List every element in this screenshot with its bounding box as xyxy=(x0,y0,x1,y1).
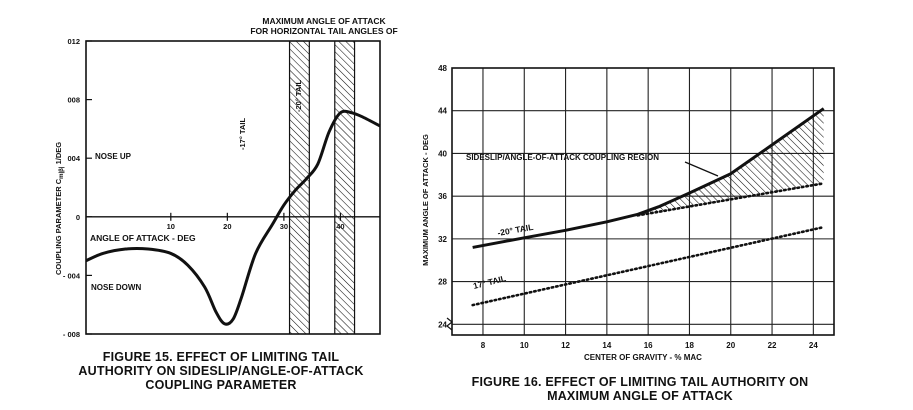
series-line xyxy=(472,107,825,249)
y-tick-label: 008 xyxy=(67,96,80,105)
y-tick-label: 28 xyxy=(438,278,447,287)
tail-lines xyxy=(471,107,825,307)
figure-16-frame xyxy=(451,67,835,336)
figure-16-caption-line-1: FIGURE 16. EFFECT OF LIMITING TAIL AUTHO… xyxy=(471,375,809,389)
figure-16-chart: 24 28 32 36 40 44 48 8 10 12 14 16 18 20 22 24 SIDESLI… xyxy=(421,64,835,362)
nose-down-label: NOSE DOWN xyxy=(91,283,141,292)
y-tick-label: 36 xyxy=(438,192,447,201)
y-tick-label: 44 xyxy=(438,107,447,116)
x-tick-label: 24 xyxy=(809,341,818,350)
x-tick-label: 10 xyxy=(167,222,175,231)
figure-15-caption-line-2: AUTHORITY ON SIDESLIP/ANGLE-OF-ATTACK xyxy=(78,364,364,378)
y-tick-label: 48 xyxy=(438,64,447,73)
grid-lines xyxy=(452,67,834,335)
figure-15-caption-line-3: COUPLING PARAMETER xyxy=(145,378,297,392)
y-axis-title: COUPLING PARAMETER Cm|β| 1/DEG xyxy=(54,142,65,275)
series-label-17-tail: 17° TAIL xyxy=(472,273,507,291)
x-axis-title: ANGLE OF ATTACK - DEG xyxy=(90,233,196,243)
figure-15-caption: FIGURE 15. EFFECT OF LIMITING TAIL AUTHO… xyxy=(36,350,406,392)
x-tick-label: 30 xyxy=(280,222,288,231)
x-tick-label: 40 xyxy=(336,222,344,231)
x-tick-label: 20 xyxy=(223,222,231,231)
figure-16-caption: FIGURE 16. EFFECT OF LIMITING TAIL AUTHO… xyxy=(430,375,850,403)
x-tick-label: 16 xyxy=(644,341,653,350)
y-tick-label: 40 xyxy=(438,149,447,158)
x-tick-label: 10 xyxy=(520,341,529,350)
x-axis-ticks: 10 20 30 40 xyxy=(167,212,345,231)
x-tick-label: 20 xyxy=(726,341,735,350)
x-tick-label: 14 xyxy=(602,341,611,350)
y-tick-label: 004 xyxy=(67,154,80,163)
coupling-parameter-curve xyxy=(85,109,381,326)
x-axis-ticks: 8 10 12 14 16 18 20 22 24 xyxy=(481,341,819,350)
y-tick-label: 24 xyxy=(438,320,447,329)
y-tick-label: 0 xyxy=(76,213,80,222)
x-tick-label: 8 xyxy=(481,341,486,350)
figure-15-caption-line-1: FIGURE 15. EFFECT OF LIMITING TAIL xyxy=(102,350,340,364)
coupling-region-label: SIDESLIP/ANGLE-OF-ATTACK COUPLING REGION xyxy=(466,153,659,162)
y-tick-label: 32 xyxy=(438,235,447,244)
band-label-17-tail: -17° TAIL xyxy=(238,118,247,150)
x-axis-title: CENTER OF GRAVITY - % MAC xyxy=(584,353,702,362)
figure-16-caption-line-2: MAXIMUM ANGLE OF ATTACK xyxy=(547,389,733,403)
y-axis-title: MAXIMUM ANGLE OF ATTACK - DEG xyxy=(421,134,430,266)
y-tick-label: 012 xyxy=(67,37,80,46)
x-tick-label: 18 xyxy=(685,341,694,350)
figure-15-frame xyxy=(85,40,381,335)
x-tick-label: 12 xyxy=(561,341,570,350)
y-axis-ticks: 012 008 004 0 - 004 - 008 xyxy=(63,37,92,339)
tail-band-hatch xyxy=(334,41,355,334)
series-line xyxy=(471,225,825,307)
header-line-2: FOR HORIZONTAL TAIL ANGLES OF xyxy=(250,26,397,36)
coupling-region-hatch xyxy=(637,108,824,216)
x-tick-label: 22 xyxy=(768,341,777,350)
axis-break-mark xyxy=(446,317,453,331)
figure-15-chart: 012 008 004 0 - 004 - 008 10 20 30 40 MAXIMUM AN… xyxy=(54,16,398,339)
y-axis-ticks: 24 28 32 36 40 44 48 xyxy=(438,64,447,329)
band-label-20-tail: -20° TAIL xyxy=(294,80,303,112)
y-tick-label: - 004 xyxy=(63,271,81,280)
coupling-region-leader xyxy=(684,161,719,177)
nose-up-label: NOSE UP xyxy=(95,152,132,161)
header-line-1: MAXIMUM ANGLE OF ATTACK xyxy=(262,16,386,26)
y-tick-label: - 008 xyxy=(63,330,80,339)
series-line xyxy=(636,182,825,217)
